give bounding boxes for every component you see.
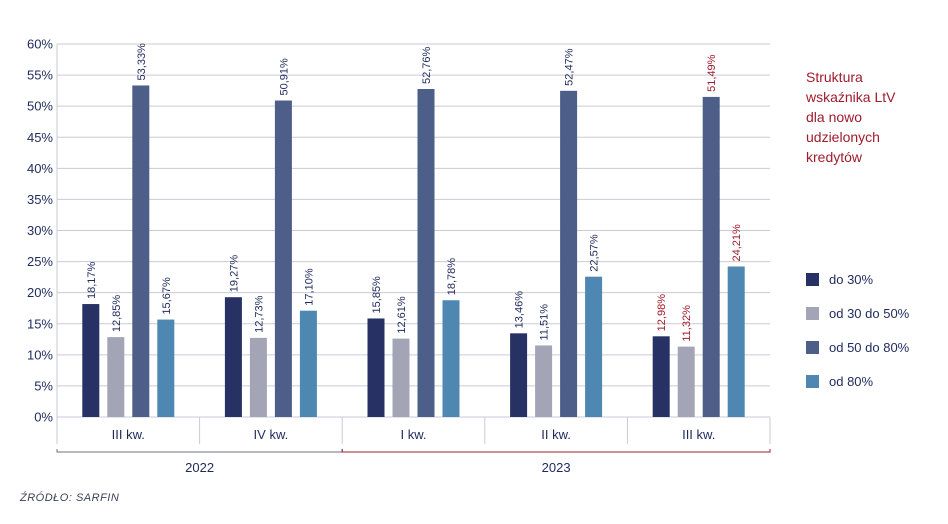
bar xyxy=(702,96,720,417)
bar xyxy=(107,337,125,417)
data-label: 18,78% xyxy=(446,258,458,296)
bar xyxy=(677,346,695,417)
y-tick-label: 55% xyxy=(27,68,53,83)
data-label: 15,67% xyxy=(161,277,173,315)
data-label: 51,49% xyxy=(706,54,718,92)
y-tick-label: 35% xyxy=(27,192,53,207)
bar xyxy=(652,336,670,417)
data-label: 52,47% xyxy=(564,48,576,86)
data-label: 12,98% xyxy=(656,294,668,332)
year-bracket xyxy=(341,449,771,453)
legend-label: od 50 do 80% xyxy=(829,339,910,355)
category-label: IV kw. xyxy=(254,427,289,442)
chart-title-line: kredytów xyxy=(806,149,863,165)
bar xyxy=(274,100,292,418)
y-tick-label: 20% xyxy=(27,285,53,300)
y-tick-label: 0% xyxy=(34,410,53,425)
y-tick-label: 40% xyxy=(27,161,53,176)
y-tick-label: 45% xyxy=(27,130,53,145)
legend-label: do 30% xyxy=(829,271,874,287)
bar xyxy=(727,266,745,417)
y-tick-label: 15% xyxy=(27,316,53,331)
bar xyxy=(82,304,100,417)
data-label: 11,51% xyxy=(539,304,551,341)
bar xyxy=(535,345,553,417)
legend-item: od 30 do 50% xyxy=(806,296,909,330)
data-label: 50,91% xyxy=(278,58,290,96)
bar xyxy=(442,300,460,417)
data-label: 17,10% xyxy=(303,268,315,306)
legend-swatch xyxy=(806,340,819,354)
data-label: 22,57% xyxy=(589,234,601,272)
legend-swatch xyxy=(806,374,819,388)
y-tick-label: 5% xyxy=(34,378,53,393)
category-label: III kw. xyxy=(682,427,715,442)
bar xyxy=(560,90,578,418)
category-label: I kw. xyxy=(400,427,426,442)
chart-title-line: wskaźnika LtV xyxy=(806,89,896,105)
y-tick-label: 60% xyxy=(27,37,53,52)
legend-item: od 50 do 80% xyxy=(806,330,909,364)
data-label: 53,33% xyxy=(136,43,148,81)
data-label: 11,32% xyxy=(681,305,693,342)
legend-swatch xyxy=(806,306,819,320)
legend-swatch xyxy=(806,272,819,286)
data-label: 24,21% xyxy=(731,224,743,262)
legend-item: od 80% xyxy=(806,364,909,398)
bar xyxy=(299,310,317,417)
chart-title-line: udzielonych xyxy=(806,129,880,145)
data-label: 12,85% xyxy=(111,295,123,333)
chart-title: Struktura wskaźnika LtV dla nowo udzielo… xyxy=(806,67,941,167)
data-label: 19,27% xyxy=(228,255,240,293)
category-label: II kw. xyxy=(541,427,571,442)
y-tick-label: 50% xyxy=(27,99,53,114)
legend-item: do 30% xyxy=(806,262,909,296)
data-label: 18,17% xyxy=(86,262,98,300)
legend: do 30% od 30 do 50% od 50 do 80% od 80% xyxy=(806,262,909,398)
bar xyxy=(585,276,603,417)
bar xyxy=(417,89,435,417)
legend-label: od 80% xyxy=(829,373,874,389)
bar xyxy=(367,318,385,417)
legend-label: od 30 do 50% xyxy=(829,305,910,321)
y-tick-label: 30% xyxy=(27,223,53,238)
data-label: 15,85% xyxy=(371,276,383,314)
year-label: 2022 xyxy=(185,460,214,475)
data-label: 12,73% xyxy=(253,295,265,333)
year-bracket xyxy=(56,449,343,453)
y-tick-label: 25% xyxy=(27,254,53,269)
y-tick-label: 10% xyxy=(27,347,53,362)
year-label: 2023 xyxy=(542,460,571,475)
source-note: ŹRÓDŁO: SARFIN xyxy=(20,492,120,504)
chart-title-line: Struktura xyxy=(806,69,863,85)
bar xyxy=(249,337,267,417)
bar xyxy=(132,85,150,418)
bar xyxy=(224,297,242,417)
bar xyxy=(392,338,410,417)
chart-title-line: dla nowo xyxy=(806,109,863,125)
data-label: 52,76% xyxy=(421,46,433,84)
data-label: 12,61% xyxy=(396,296,408,334)
bar xyxy=(157,319,175,417)
bar xyxy=(510,333,528,417)
data-label: 13,46% xyxy=(514,291,526,329)
category-label: III kw. xyxy=(112,427,145,442)
